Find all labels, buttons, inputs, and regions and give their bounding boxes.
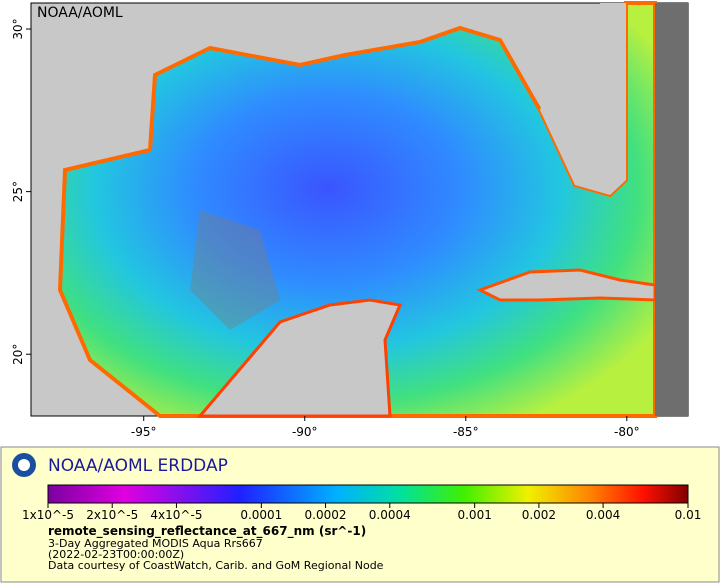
colorbar-tick-label: 0.004 xyxy=(586,508,620,522)
y-tick-label: 20° xyxy=(11,344,25,365)
colorbar-tick-label: 0.0002 xyxy=(305,508,347,522)
colorbar-tick-label: 0.01 xyxy=(675,508,702,522)
x-tick-label: -80° xyxy=(614,425,640,439)
y-tick-label: 30° xyxy=(11,18,25,39)
no-data-patch xyxy=(190,210,280,330)
axes: -95° -90° -85° -80° 20° 25° 30° xyxy=(11,18,640,439)
no-data-region xyxy=(655,3,688,416)
colorbar-tick-label: 0.002 xyxy=(522,508,556,522)
noaa-logo-inner xyxy=(18,459,30,471)
colorbar-ticks: 1x10^-5 2x10^-5 4x10^-5 0.0001 0.0002 0.0004 0… xyxy=(22,503,701,522)
colorbar-tick-label: 2x10^-5 xyxy=(86,508,138,522)
colorbar-tick-label: 0.0001 xyxy=(240,508,282,522)
legend-panel xyxy=(0,446,720,583)
colorbar-tick-label: 0.0004 xyxy=(369,508,411,522)
yucatan xyxy=(196,298,403,418)
florida xyxy=(540,3,626,195)
legend-line: Data courtesy of CoastWatch, Carib. and … xyxy=(48,559,384,572)
legend-title: NOAA/AOML ERDDAP xyxy=(48,456,228,476)
x-tick-label: -95° xyxy=(131,425,157,439)
y-tick-label: 25° xyxy=(11,181,25,202)
x-tick-label: -85° xyxy=(453,425,479,439)
colorbar-tick-label: 4x10^-5 xyxy=(150,508,202,522)
legend-line: (2022-02-23T00:00:00Z) xyxy=(48,548,184,561)
colorbar-tick-label: 1x10^-5 xyxy=(22,508,74,522)
legend-line: 3-Day Aggregated MODIS Aqua Rrs667 xyxy=(48,537,263,550)
colorbar xyxy=(47,484,689,504)
x-tick-label: -90° xyxy=(292,425,318,439)
colorbar-tick-label: 0.001 xyxy=(457,508,491,522)
variable-name: remote_sensing_reflectance_at_667_nm (sr… xyxy=(48,524,366,539)
map-title: NOAA/AOML xyxy=(37,5,123,21)
